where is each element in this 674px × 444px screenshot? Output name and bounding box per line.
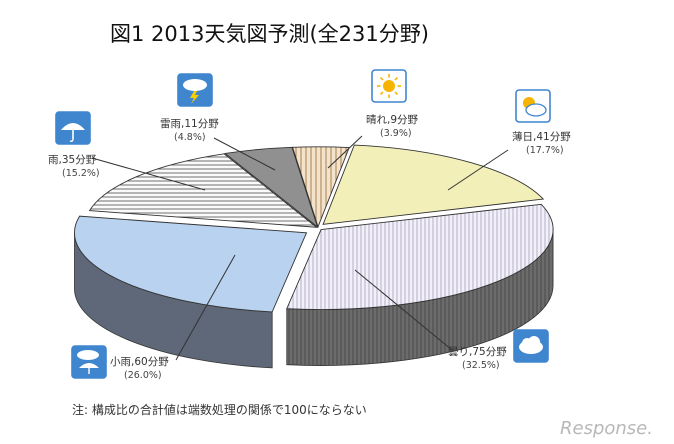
pie-tops — [74, 144, 554, 313]
slice-percent-usubi: (17.7%) — [526, 145, 564, 156]
slice-percent-kosame: (26.0%) — [124, 370, 162, 381]
slice-percent-ame: (15.2%) — [62, 168, 100, 179]
cloud-rain-umbrella-icon — [71, 345, 107, 379]
slice-kosame — [74, 215, 308, 313]
leader-lines — [91, 135, 509, 361]
slice-raiu — [224, 146, 319, 229]
slice-label-ame: 雨,35分野 — [48, 154, 97, 166]
slice-percent-hare: (3.9%) — [380, 128, 412, 139]
slice-label-raiu: 雷雨,11分野 — [160, 118, 219, 130]
umbrella-icon — [55, 111, 91, 145]
leader-kosame — [175, 254, 236, 361]
sun-behind-cloud-icon — [515, 89, 551, 123]
slice-label-hare: 晴れ,9分野 — [366, 113, 419, 126]
slice-kumori — [286, 203, 554, 310]
slice-labels: 晴れ,9分野 (3.9%) 薄日,41分野 (17.7%) 曇り,75分野 (32.5%)… — [48, 113, 571, 381]
thunder-cloud-icon — [177, 73, 213, 107]
slice-percent-raiu: (4.8%) — [174, 132, 206, 143]
leader-raiu — [213, 137, 276, 171]
slice-label-kumori: 曇り,75分野 — [448, 346, 507, 358]
chart-title: 図1 2013天気図予測(全231分野) — [110, 22, 429, 46]
sun-icon — [371, 69, 407, 103]
slice-label-usubi: 薄日,41分野 — [512, 130, 571, 143]
leader-usubi — [447, 149, 509, 191]
cloud-icon — [513, 329, 549, 363]
leader-kumori — [354, 269, 453, 351]
weather-icons — [55, 69, 551, 379]
leader-ame — [91, 157, 206, 191]
slice-percent-kumori: (32.5%) — [462, 360, 500, 371]
slice-label-kosame: 小雨,60分野 — [110, 356, 169, 368]
slice-usubi — [322, 144, 545, 225]
footnote: 注: 構成比の合計値は端数処理の関係で100にならない — [72, 402, 367, 417]
response-watermark: Response. — [560, 418, 653, 439]
slice-ame — [88, 153, 318, 228]
leader-hare — [327, 135, 363, 169]
